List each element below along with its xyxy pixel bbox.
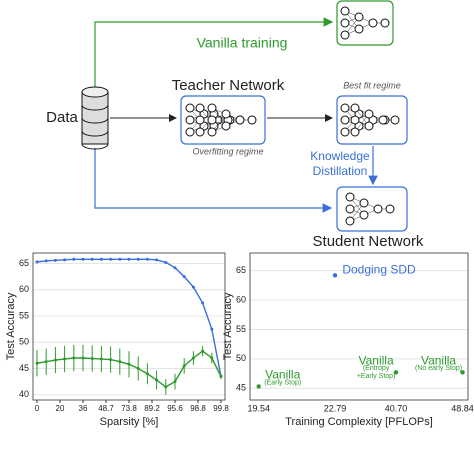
- y-tick-label: 65: [236, 265, 246, 275]
- point: [81, 257, 85, 261]
- y-tick-label: 50: [236, 353, 246, 363]
- point: [164, 260, 168, 264]
- y-tick-label: 60: [236, 294, 246, 304]
- x-axis-label: Training Complexity [PFLOPs]: [285, 416, 433, 428]
- x-tick-label: 19.54: [247, 403, 270, 413]
- x-tick-label: 22.79: [324, 403, 347, 413]
- point: [35, 260, 39, 264]
- x-tick-label: 95.6: [167, 404, 183, 413]
- point: [136, 257, 140, 261]
- point: [173, 266, 177, 270]
- student-box: [336, 186, 408, 232]
- vanilla-arrow: [94, 17, 334, 88]
- point: [155, 258, 159, 262]
- x-axis-label: Sparsity [%]: [100, 416, 159, 428]
- vanilla-box: [336, 0, 394, 46]
- point: [145, 257, 149, 261]
- x-tick-label: 40.70: [385, 403, 408, 413]
- student-label: Student Network: [313, 233, 424, 250]
- y-axis-label: Test Accuracy: [222, 292, 234, 360]
- point: [127, 257, 131, 261]
- y-tick-label: 55: [236, 324, 246, 334]
- point-label: Vanilla: [421, 354, 456, 368]
- point: [90, 257, 94, 261]
- point: [72, 257, 76, 261]
- plot-frame: [32, 252, 226, 401]
- point-label: (Entropy: [363, 365, 390, 372]
- bestfit-label: Best fit regime: [343, 80, 401, 90]
- point-label: (No early Stop): [415, 365, 462, 372]
- x-tick-label: 98.8: [190, 404, 206, 413]
- y-tick-label: 60: [19, 284, 29, 294]
- y-tick-label: 40: [19, 389, 29, 399]
- point: [99, 257, 103, 261]
- point: [256, 384, 261, 389]
- overfit-label: Overfitting regime: [192, 146, 263, 156]
- student-arrow: [94, 148, 333, 213]
- x-tick-label: 48.84: [451, 403, 474, 413]
- y-tick-label: 55: [19, 310, 29, 320]
- data-label: Data: [46, 109, 78, 126]
- point: [210, 327, 214, 331]
- point: [191, 285, 195, 289]
- point-label: +Early Stop): [357, 373, 396, 380]
- diagram: Vanilla training Data Teacher Network Ov…: [46, 0, 424, 250]
- point-label: (Early Stop): [264, 379, 301, 386]
- point: [109, 257, 113, 261]
- plot-frame: [249, 252, 469, 401]
- point: [63, 258, 67, 262]
- y-tick-label: 50: [19, 337, 29, 347]
- point: [332, 273, 338, 278]
- vanilla-label: Vanilla training: [197, 35, 288, 51]
- point: [201, 301, 205, 305]
- x-tick-label: 36: [79, 404, 88, 413]
- y-tick-label: 45: [19, 363, 29, 373]
- x-tick-label: 89.2: [144, 404, 160, 413]
- x-tick-label: 0: [35, 404, 40, 413]
- point: [460, 370, 465, 375]
- x-tick-label: 20: [56, 404, 65, 413]
- kd-label: Distillation: [313, 164, 368, 178]
- point-label: Vanilla: [358, 354, 393, 368]
- x-tick-label: 48.7: [98, 404, 114, 413]
- y-axis-label: Test Accuracy: [5, 292, 17, 360]
- point: [53, 258, 57, 262]
- point: [393, 370, 399, 375]
- point: [182, 275, 186, 279]
- y-tick-label: 45: [236, 383, 246, 393]
- x-tick-label: 99.8: [213, 404, 229, 413]
- y-tick-label: 65: [19, 258, 29, 268]
- point: [44, 259, 48, 263]
- teacher-label: Teacher Network: [172, 77, 285, 94]
- point: [118, 257, 122, 261]
- x-tick-label: 73.8: [121, 404, 137, 413]
- point-label: Vanilla: [265, 368, 300, 382]
- data-cylinder: [81, 86, 109, 150]
- point-label: Dodging SDD: [342, 263, 416, 277]
- kd-label: Knowledge: [310, 149, 370, 163]
